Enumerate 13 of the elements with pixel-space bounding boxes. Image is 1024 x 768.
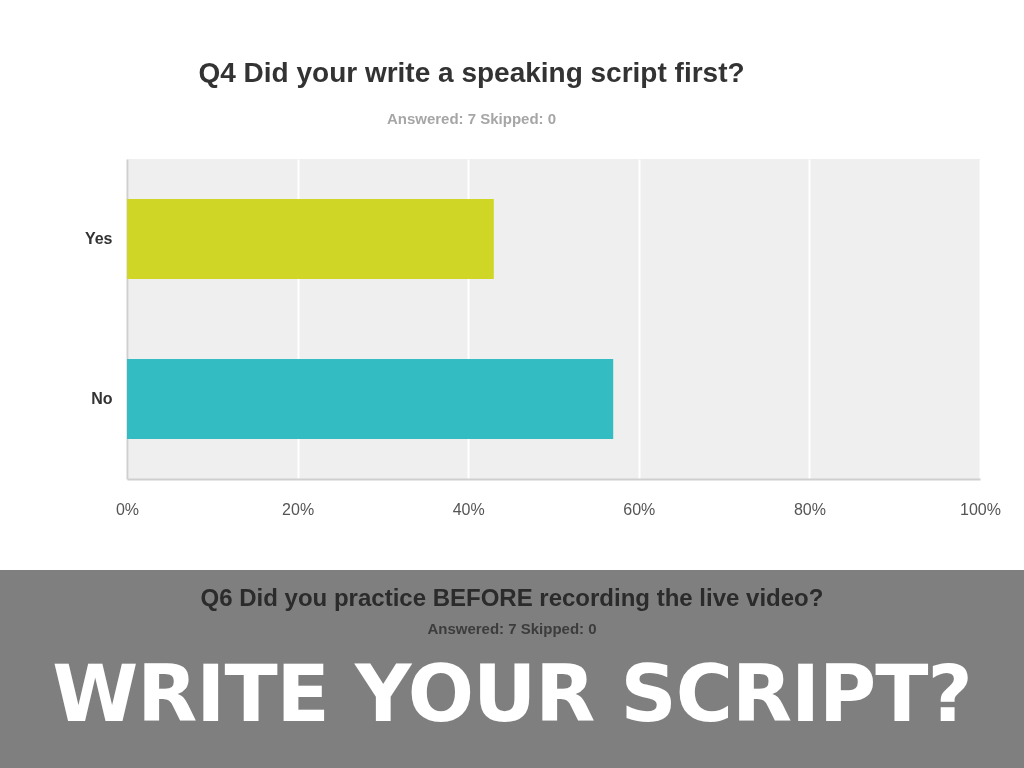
- chart-title: Q4 Did your write a speaking script first?: [198, 57, 745, 88]
- x-tick-label: 80%: [793, 500, 826, 518]
- x-tick-label: 20%: [282, 500, 315, 518]
- text: WRITE YOUR SCRIPT?: [52, 648, 972, 739]
- text: Answered: 7 Skipped: 0: [427, 619, 597, 637]
- x-tick-label: 0%: [115, 500, 140, 518]
- x-tick-label: 100%: [960, 500, 1001, 518]
- x-tick-label: 60%: [623, 500, 656, 518]
- chart-subtitle: Answered: 7 Skipped: 0: [386, 110, 557, 127]
- x-tick-label: 40%: [452, 500, 485, 518]
- text: Q6 Did you practice BEFORE recording the live video?: [200, 584, 824, 612]
- y-tick-label: Yes: [84, 230, 113, 247]
- y-tick-label: No: [91, 390, 113, 407]
